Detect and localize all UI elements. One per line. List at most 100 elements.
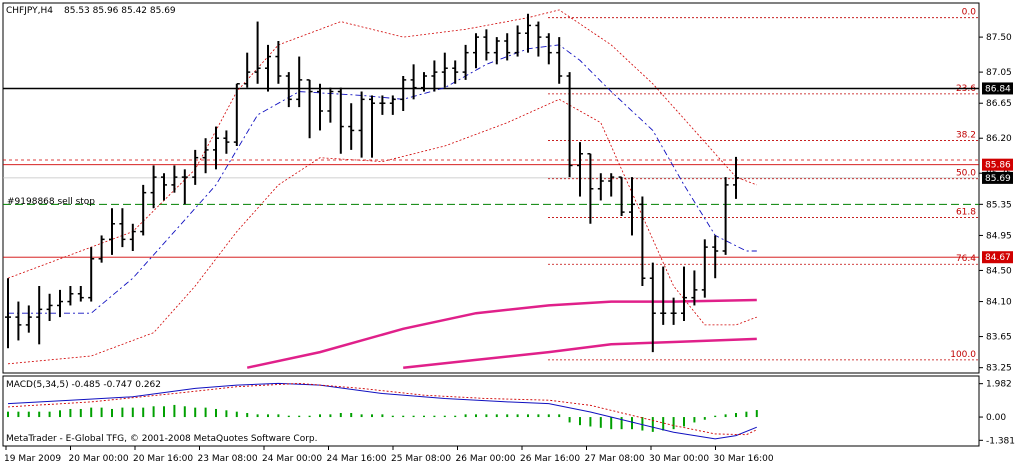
x-tick-label: 30 Mar 16:00 (714, 454, 774, 464)
macd-y-tick-label: 1.982 (986, 380, 1012, 390)
ohlc-bar (244, 52, 251, 88)
ohlc-bar (504, 33, 511, 61)
ohlc-bar (535, 21, 542, 57)
horizontal-levels[interactable] (3, 87, 979, 258)
ohlc-bar (306, 79, 313, 139)
ohlc-bar (462, 44, 469, 80)
ohlc-bar (181, 169, 188, 205)
ohlc-bar (46, 293, 53, 321)
x-tick-label: 24 Mar 00:00 (262, 454, 322, 464)
ohlc-bar (327, 87, 334, 123)
macd-panel[interactable] (2, 375, 980, 447)
ohlc-bar (57, 289, 63, 318)
ohlc-bar (233, 83, 240, 146)
ohlc-header: 85.53 85.96 85.42 85.69 (64, 6, 176, 16)
ohlc-bar (202, 138, 209, 174)
ohlc-bar (88, 247, 95, 302)
ohlc-bar (161, 173, 167, 201)
y-tick-label: 84.95 (986, 231, 1012, 241)
ohlc-bar (493, 37, 500, 65)
ohlc-bar (473, 33, 479, 69)
fib-label: 50.0 (956, 169, 976, 179)
ohlc-bar (348, 103, 355, 150)
bollinger-upper-line (7, 9, 757, 279)
ohlc-bar (670, 297, 677, 325)
ohlc-bar (545, 33, 552, 65)
ohlc-bar (369, 95, 375, 158)
price-tag-label: 84.67 (985, 253, 1011, 263)
x-tick-label: 20 Mar 00:00 (69, 454, 129, 464)
x-tick-label: 19 Mar 2009 (4, 454, 61, 464)
fib-label: 100.0 (950, 350, 976, 360)
y-tick-label: 83.65 (986, 333, 1012, 343)
ohlc-bar (483, 29, 490, 61)
y-tick-label: 84.50 (986, 266, 1012, 276)
ohlc-bar (431, 60, 438, 92)
order-label[interactable]: #9198868 sell stop (7, 197, 95, 207)
ohlc-bar (140, 184, 147, 236)
ohlc-bar (285, 72, 292, 108)
ohlc-bar (265, 44, 271, 92)
ohlc-bar (213, 126, 219, 170)
ohlc-bar (109, 208, 115, 255)
fib-label: 38.2 (956, 131, 976, 141)
ohlc-bar (649, 262, 656, 353)
ohlc-bar (400, 76, 407, 111)
ohlc-bar (597, 173, 604, 201)
fib-label: 61.8 (956, 208, 976, 218)
y-tick-label: 84.10 (986, 298, 1012, 308)
footer-copyright: MetaTrader - E-Global TFG, © 2001-2008 M… (6, 434, 318, 444)
ohlc-bar (129, 223, 136, 251)
y-tick-label: 86.20 (986, 134, 1012, 144)
ohlc-bar (701, 239, 708, 298)
ohlc-bar (192, 149, 199, 185)
ohlc-bar (712, 235, 719, 279)
ohlc-bar (25, 305, 32, 333)
ohlc-bar (587, 153, 594, 224)
ohlc-bar (317, 83, 323, 131)
ohlc-bar (171, 165, 178, 193)
fib-label: 0.0 (962, 8, 977, 18)
ohlc-bar (556, 37, 563, 84)
axes: 87.5087.0586.6586.2085.7585.3584.9584.50… (4, 33, 1015, 464)
ohlc-bar (5, 278, 11, 349)
macd-y-tick-label: -1.381 (986, 436, 1015, 446)
ohlc-bar (119, 208, 126, 248)
ohlc-bar (691, 270, 698, 306)
x-tick-label: 20 Mar 16:00 (133, 454, 193, 464)
x-tick-label: 23 Mar 08:00 (198, 454, 258, 464)
ohlc-bar (358, 91, 365, 158)
ohlc-bar (379, 95, 386, 115)
ohlc-bar (577, 142, 583, 197)
ohlc-bar (441, 52, 448, 88)
ohlc-bar (275, 41, 282, 84)
ohlc-bar (514, 25, 521, 57)
ohlc-bar (98, 235, 105, 263)
ohlc-bar (410, 64, 417, 100)
x-tick-label: 25 Mar 08:00 (391, 454, 451, 464)
chart-title: CHFJPY,H4 (6, 6, 53, 16)
ohlc-bar (722, 177, 729, 255)
ohlc-bar (67, 286, 74, 306)
x-tick-label: 26 Mar 16:00 (520, 454, 580, 464)
price-tag-label: 85.69 (985, 174, 1011, 184)
ohlc-bar (223, 130, 230, 154)
ma-slow-line (403, 337, 757, 369)
price-tag (982, 251, 1013, 264)
price-tag (982, 158, 1013, 171)
ohlc-bar (421, 72, 427, 92)
ohlc-bar (452, 60, 459, 84)
ohlc-bar (566, 72, 573, 178)
y-tick-label: 87.50 (986, 33, 1012, 43)
x-tick-label: 30 Mar 00:00 (649, 454, 709, 464)
ohlc-bar (337, 87, 344, 154)
price-panel[interactable] (2, 2, 980, 374)
macd-y-tick-label: 0.00 (986, 413, 1006, 423)
ohlc-bar (733, 156, 739, 199)
macd-signal-line (7, 382, 757, 436)
price-tag-label: 85.86 (985, 161, 1011, 171)
price-tag (982, 82, 1013, 95)
ohlc-bar (36, 286, 43, 345)
macd-indicator (7, 382, 758, 440)
ohlc-bar (681, 266, 687, 321)
